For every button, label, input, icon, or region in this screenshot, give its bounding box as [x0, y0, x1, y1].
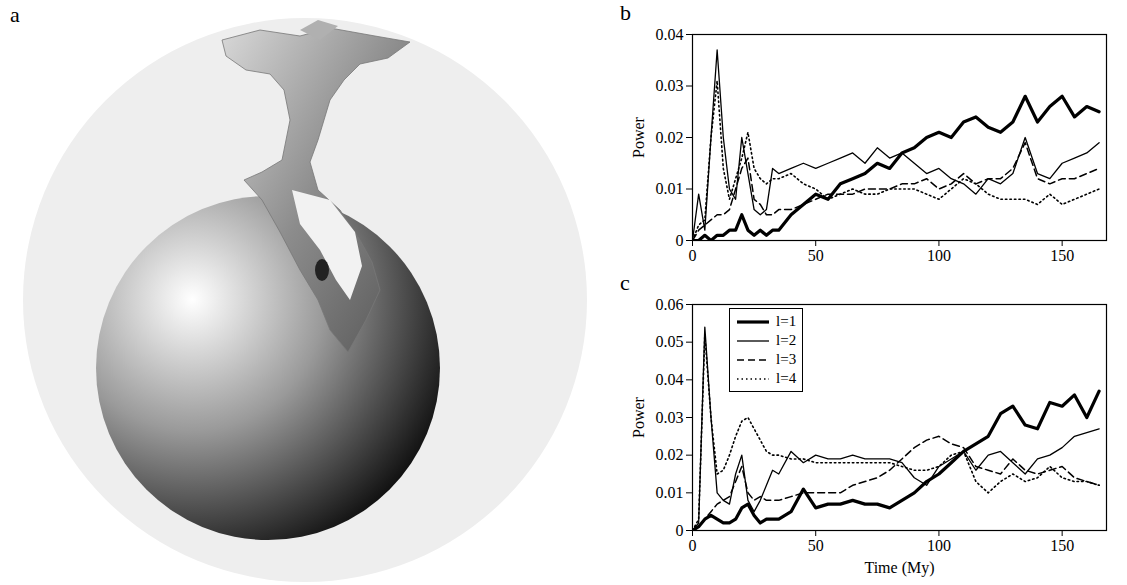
svg-text:Time (My): Time (My) — [864, 559, 934, 577]
svg-text:0: 0 — [689, 247, 697, 264]
html-text:b: b — [620, 0, 631, 25]
svg-text:0.04: 0.04 — [656, 371, 684, 388]
svg-text:150: 150 — [1050, 247, 1074, 264]
svg-text:50: 50 — [808, 247, 824, 264]
svg-text:Power: Power — [630, 116, 647, 158]
svg-text:0.06: 0.06 — [656, 296, 684, 313]
svg-text:Power: Power — [630, 396, 647, 438]
svg-text:100: 100 — [927, 537, 951, 554]
html-text:l=2: l=2 — [776, 332, 797, 348]
svg-text:0.03: 0.03 — [656, 77, 684, 94]
html-text:a: a — [10, 2, 20, 27]
svg-text:0: 0 — [676, 522, 684, 539]
svg-text:0.01: 0.01 — [656, 180, 684, 197]
svg-text:0.03: 0.03 — [656, 409, 684, 426]
html-text:c: c — [620, 270, 630, 295]
svg-text:0.02: 0.02 — [656, 129, 684, 146]
html-text:l=3: l=3 — [776, 351, 797, 367]
svg-text:150: 150 — [1050, 537, 1074, 554]
html-text:l=4: l=4 — [776, 370, 797, 386]
svg-text:0.02: 0.02 — [656, 446, 684, 463]
svg-text:0.01: 0.01 — [656, 484, 684, 501]
svg-text:50: 50 — [808, 537, 824, 554]
svg-text:0: 0 — [689, 537, 697, 554]
svg-text:0.05: 0.05 — [656, 333, 684, 350]
svg-text:0.04: 0.04 — [656, 26, 684, 43]
svg-text:0: 0 — [676, 232, 684, 249]
svg-text:100: 100 — [927, 247, 951, 264]
html-text:l=1: l=1 — [776, 313, 797, 329]
